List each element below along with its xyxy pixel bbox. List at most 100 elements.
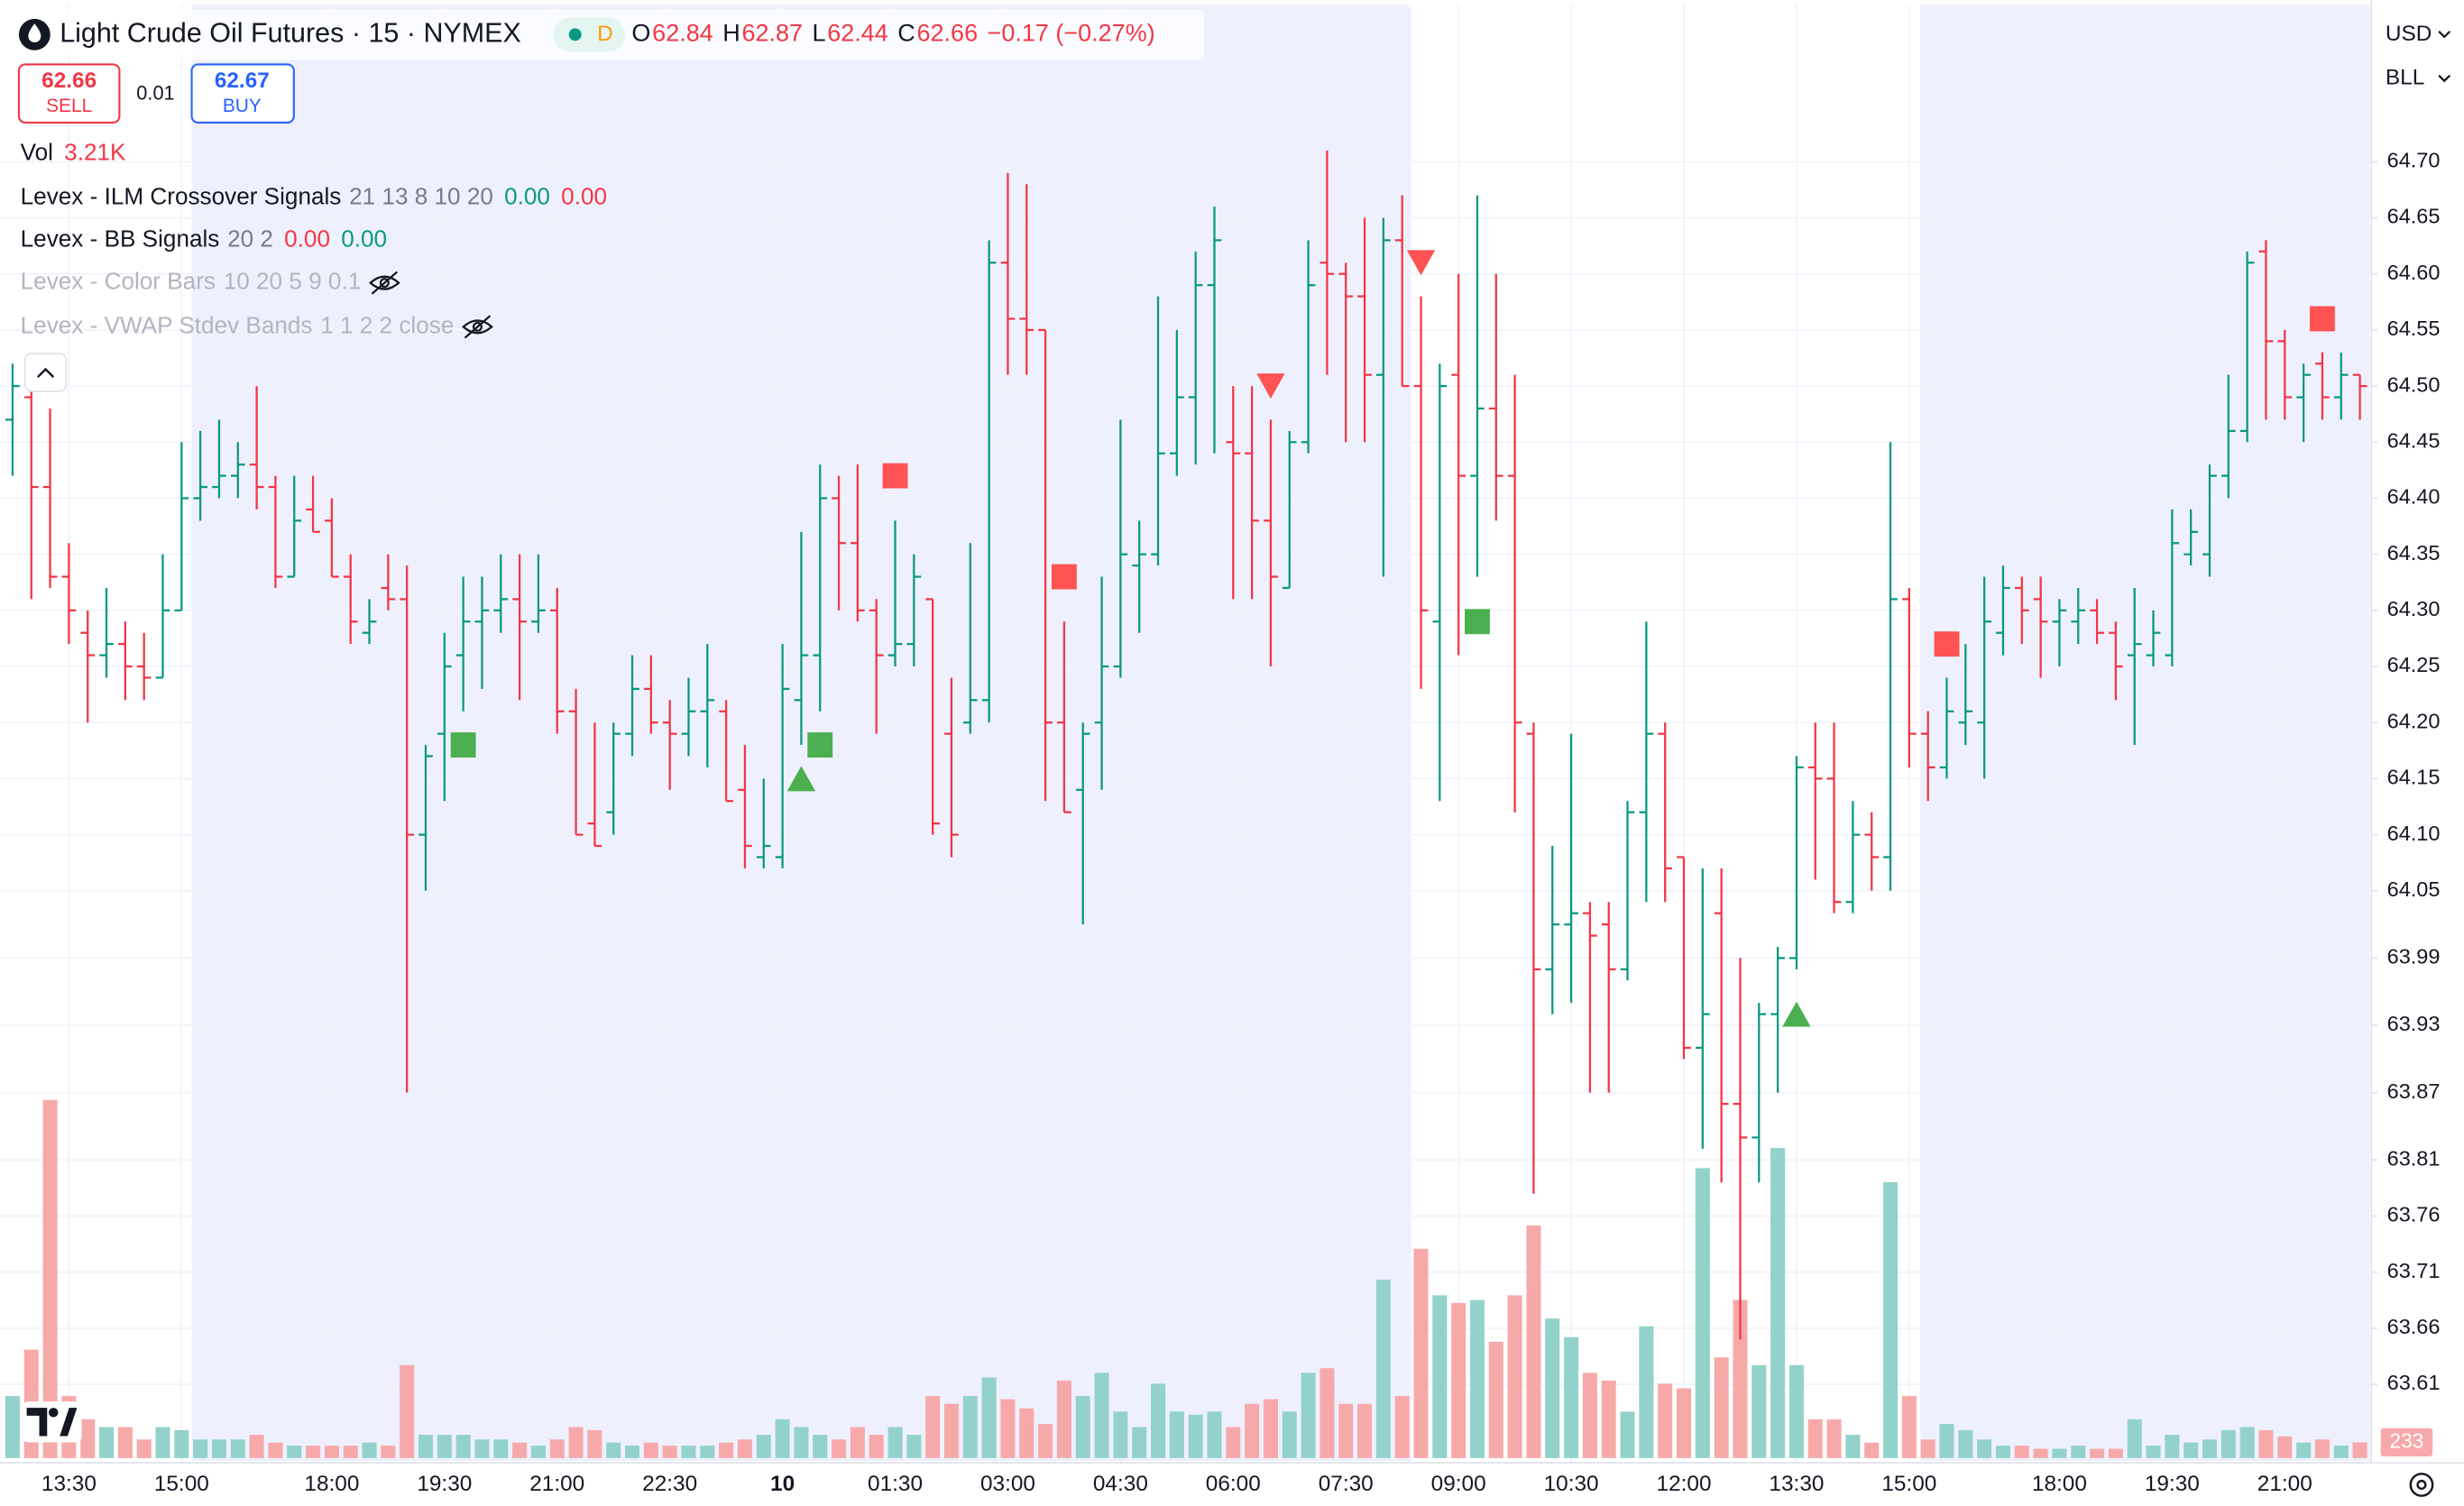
legend-name: Levex - Color Bars <box>21 268 216 295</box>
volume-bar <box>2314 1439 2330 1458</box>
volume-bar <box>1733 1299 1748 1458</box>
volume-bar <box>99 1427 115 1458</box>
volume-bar <box>1620 1411 1635 1458</box>
y-tick-label: 63.76 <box>2387 1203 2441 1226</box>
x-tick-label: 15:00 <box>154 1472 209 1496</box>
legend-value: 0.00 <box>341 225 387 252</box>
volume-bar <box>1751 1364 1767 1458</box>
tv-logo <box>22 1401 82 1443</box>
x-tick-label: 12:00 <box>1657 1472 1712 1496</box>
volume-bar <box>700 1446 715 1458</box>
y-tick-label: 63.87 <box>2387 1079 2441 1103</box>
y-tick-label: 63.99 <box>2387 945 2441 969</box>
volume-bar <box>1151 1383 1166 1458</box>
volume-bar <box>155 1427 170 1458</box>
volume-bar <box>775 1419 790 1458</box>
volume-last-box <box>2380 1428 2433 1457</box>
legend-params: 20 2 <box>227 225 273 252</box>
volume-bar <box>455 1435 471 1458</box>
currency-selector[interactable]: USD <box>2386 22 2451 46</box>
volume-bar <box>512 1442 528 1458</box>
signal-square <box>1465 609 1490 635</box>
signals-layer <box>450 250 2335 1027</box>
visibility-toggle[interactable] <box>368 271 400 295</box>
y-tick-label: 64.60 <box>2387 261 2441 284</box>
ohlc-key: L <box>812 19 825 46</box>
y-tick-label: 64.45 <box>2387 429 2441 453</box>
volume-bar <box>1263 1399 1278 1458</box>
volume-bar <box>1207 1411 1222 1458</box>
unit: BLL <box>2386 66 2424 90</box>
legend-name: Levex - ILM Crossover Signals <box>21 182 342 209</box>
bars-layer <box>5 150 2367 1340</box>
volume-bar <box>794 1427 809 1458</box>
session-shade <box>1920 5 2370 1462</box>
buy-button[interactable]: 62.67 BUY <box>190 63 295 124</box>
time-axis: 13:30 15:00 18:00 19:30 21:00 22:30 10 01:30 03:… <box>41 1472 2312 1496</box>
eye-strike <box>464 315 492 339</box>
volume-bar <box>1394 1396 1410 1458</box>
volume-bar <box>1864 1442 1880 1458</box>
volume-bar <box>2127 1419 2142 1458</box>
volume-bar <box>1432 1295 1448 1458</box>
collapse-legend-button[interactable] <box>24 353 68 392</box>
volume-bar <box>981 1377 997 1458</box>
x-tick-label: 06:00 <box>1206 1472 1261 1496</box>
y-tick-label: 64.25 <box>2387 653 2441 676</box>
sell-button[interactable]: 62.66 SELL <box>17 63 121 124</box>
volume-bar <box>2220 1429 2236 1458</box>
ohlc-value: 62.66 <box>917 19 979 46</box>
volume-last-label: 233 <box>2390 1428 2424 1452</box>
volume-bar <box>1826 1419 1842 1458</box>
settings-icon[interactable] <box>2409 1473 2434 1497</box>
y-tick-label: 63.81 <box>2387 1146 2441 1170</box>
volume-bar <box>2090 1448 2105 1458</box>
legend-params: 1 1 2 2 close <box>320 311 454 338</box>
volume-bar <box>193 1439 208 1458</box>
spread: 0.01 <box>136 81 174 104</box>
volume-bar <box>1413 1248 1429 1458</box>
signal-square <box>2309 306 2335 332</box>
volume-bar <box>42 1099 58 1458</box>
x-tick-label: 13:30 <box>1769 1472 1824 1496</box>
volume-bar <box>1169 1411 1184 1458</box>
volume-bar <box>1075 1396 1090 1458</box>
volume-bar <box>568 1427 584 1458</box>
y-tick-label: 64.70 <box>2387 149 2441 172</box>
y-tick-label: 64.35 <box>2387 541 2441 565</box>
volume-bar <box>1658 1383 1673 1458</box>
volume-bar <box>1113 1411 1128 1458</box>
change: −0.17 (−0.27%) <box>988 19 1155 46</box>
currency: USD <box>2386 22 2432 46</box>
legend-row: Levex - BB Signals 20 2 0.00 0.00 <box>21 225 387 252</box>
x-tick-label: 09:00 <box>1431 1472 1486 1496</box>
grid <box>0 5 2372 1464</box>
volume-bar <box>5 1396 20 1458</box>
signal-triangle-down <box>1406 250 1436 276</box>
volume-bar <box>268 1442 283 1458</box>
y-tick-label: 64.15 <box>2387 766 2441 789</box>
signal-square <box>1051 564 1077 590</box>
sell-label: SELL <box>46 96 92 116</box>
signal-square <box>882 463 908 489</box>
symbol-title[interactable]: Light Crude Oil Futures · 15 · NYMEX <box>60 17 521 48</box>
unit-selector[interactable]: BLL <box>2386 66 2451 90</box>
volume-bar <box>643 1442 658 1458</box>
time-axis-panel <box>0 1463 2464 1506</box>
volume-bar <box>1582 1373 1597 1458</box>
volume-bar <box>211 1439 226 1458</box>
volume-bar <box>1507 1295 1522 1458</box>
legend-value: 3.21K <box>64 139 126 166</box>
signal-square <box>1934 631 1960 657</box>
y-tick-label: 63.66 <box>2387 1315 2441 1338</box>
legend-row: Levex - VWAP Stdev Bands 1 1 2 2 close <box>21 311 455 338</box>
visibility-toggle[interactable] <box>462 315 493 339</box>
volume-bar <box>1883 1181 1899 1458</box>
legend-value: 0.00 <box>561 182 607 209</box>
volume-bar <box>1000 1399 1016 1458</box>
volume-bar <box>587 1429 602 1458</box>
volume-bar <box>400 1364 415 1458</box>
signal-square <box>450 732 476 758</box>
volume-bar <box>1319 1368 1335 1458</box>
